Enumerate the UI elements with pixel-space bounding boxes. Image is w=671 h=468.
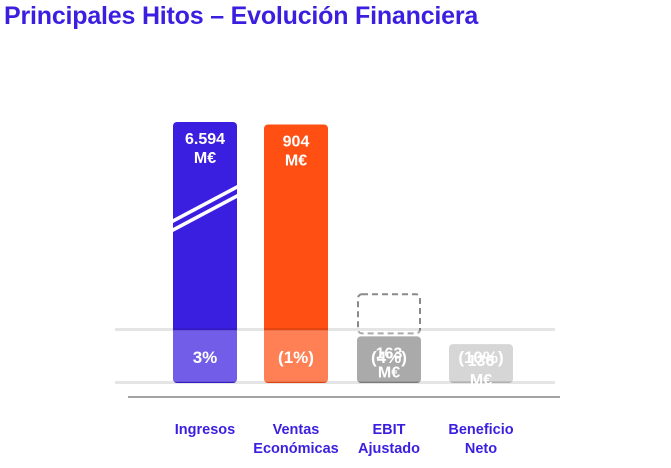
- category-label: Ingresos: [175, 422, 235, 438]
- bar: [264, 124, 328, 384]
- category-label: Económicas: [253, 441, 338, 457]
- axis-break-stripe: [173, 189, 237, 228]
- bar-value-label: 904: [283, 133, 310, 150]
- change-band: [115, 330, 555, 382]
- change-band-bottom-shadow: [115, 381, 555, 384]
- change-label: 3%: [193, 348, 218, 367]
- bar-value-unit: M€: [194, 150, 216, 167]
- bar-value-unit: M€: [285, 152, 307, 169]
- bar: [357, 336, 421, 383]
- category-label: Beneficio: [448, 422, 513, 438]
- change-label: (10%): [458, 348, 503, 367]
- change-label: (1%): [278, 348, 314, 367]
- stacked-extra-box: [357, 293, 421, 335]
- category-label: Ajustado: [358, 441, 420, 457]
- bar-value-label: 163: [376, 345, 403, 362]
- bar-value-unit: M€: [378, 364, 400, 381]
- change-band-top-shadow: [115, 328, 555, 331]
- page-title: Principales Hitos – Evolución Financiera: [4, 2, 479, 30]
- bar: [173, 122, 237, 383]
- category-label: EBIT: [372, 422, 405, 438]
- bar-value-label: 6.594: [185, 131, 225, 148]
- category-label: Ventas: [273, 422, 320, 438]
- stacked-total-label: 195M€: [365, 271, 414, 288]
- stacked-extra-label: 32: [380, 297, 398, 314]
- bar-value-unit: M€: [470, 372, 492, 389]
- change-label: (4%): [371, 348, 407, 367]
- category-label: Neto: [465, 441, 497, 457]
- stacked-extra-label-unit: M€: [378, 315, 400, 332]
- bar: [449, 344, 513, 383]
- bar-value-label: 136: [468, 353, 495, 370]
